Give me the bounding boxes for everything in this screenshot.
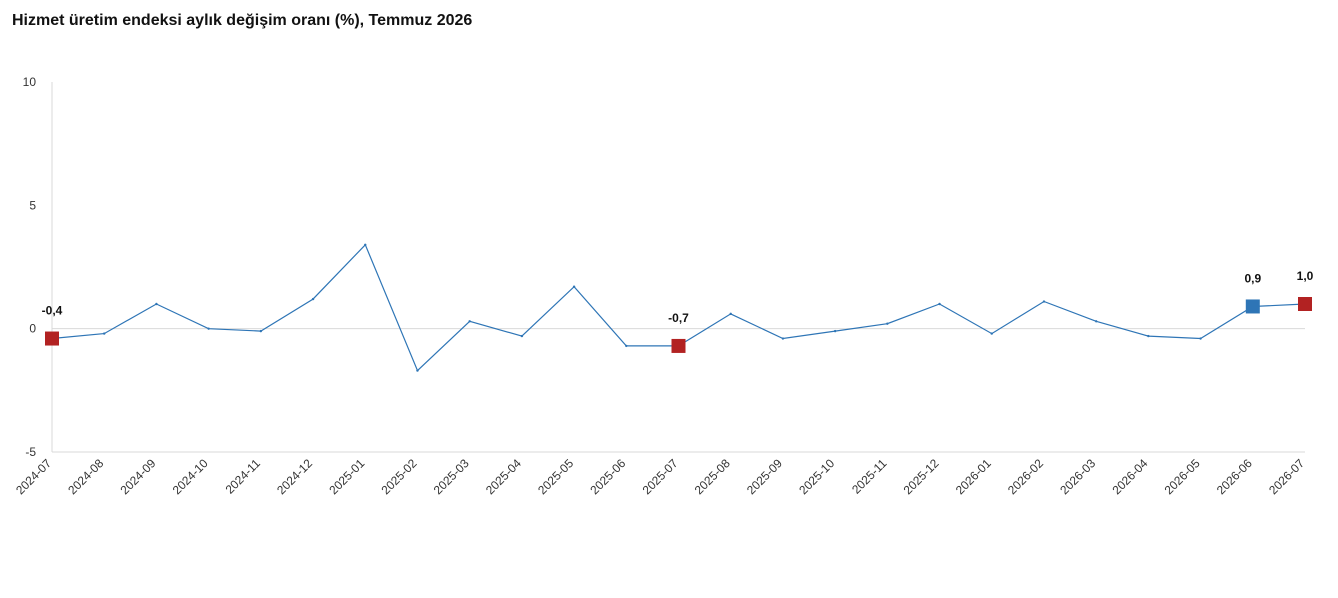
data-point: [364, 243, 367, 246]
x-tick-label: 2025-01: [326, 456, 367, 497]
x-tick-label: 2026-03: [1057, 456, 1098, 497]
data-point: [729, 312, 732, 316]
data-point: [625, 344, 628, 348]
data-point: [155, 302, 158, 306]
x-tick-label: 2025-05: [535, 456, 576, 497]
data-point: [1147, 334, 1150, 338]
axes: [51, 82, 1305, 453]
x-tick-label: 2024-11: [223, 456, 264, 497]
x-tick-label: 2025-09: [744, 456, 785, 497]
x-tick-label: 2025-02: [379, 456, 420, 497]
x-tick-label: 2026-05: [1162, 456, 1203, 497]
x-tick-label: 2025-03: [431, 456, 472, 497]
data-point: [572, 285, 576, 288]
highlight-marker: [1245, 299, 1260, 314]
x-tick-label: 2024-10: [170, 456, 211, 497]
x-tick-label: 2026-06: [1214, 456, 1255, 497]
data-label: 1,0: [1297, 269, 1314, 283]
x-tick-label: 2024-09: [117, 456, 158, 497]
x-tick-label: 2026-07: [1266, 456, 1307, 497]
highlight-marker: [45, 331, 59, 346]
data-point: [781, 337, 785, 340]
data-point: [1042, 300, 1046, 303]
data-point: [311, 297, 315, 301]
data-point: [520, 334, 524, 338]
data-point: [886, 322, 889, 325]
highlight-marker: [1298, 297, 1312, 311]
x-tick-label: 2026-04: [1109, 456, 1150, 497]
x-tick-label: 2025-06: [587, 456, 628, 497]
data-point: [207, 327, 210, 330]
data-point: [1199, 337, 1202, 340]
data-label: -0,4: [42, 304, 63, 318]
data-point: [1094, 320, 1098, 323]
data-label: 0,9: [1244, 271, 1261, 285]
data-point: [468, 320, 471, 323]
chart-title: Hizmet üretim endeksi aylık değişim oran…: [12, 12, 473, 29]
data-point: [103, 332, 106, 335]
data-point: [416, 369, 419, 372]
data-point: [990, 332, 993, 335]
data-point: [938, 302, 941, 306]
x-tick-label: 2025-10: [796, 456, 837, 497]
data-point: [259, 329, 263, 333]
x-tick-label: 2026-01: [953, 456, 994, 497]
x-tick-label: 2024-08: [65, 456, 106, 497]
data-markers: -0,4 -0,7 0,9 1,0: [42, 269, 1314, 353]
x-tick-label: 2026-02: [1005, 456, 1046, 497]
data-label: -0,7: [668, 311, 689, 325]
x-tick-label: 2025-12: [901, 456, 942, 497]
x-tick-label: 2024-12: [274, 456, 315, 497]
x-tick-label: 2025-11: [849, 456, 890, 497]
x-tick-label: 2025-08: [692, 456, 733, 497]
data-point: [833, 329, 837, 333]
x-tick-label: 2025-07: [640, 456, 681, 497]
x-tick-label: 2025-04: [483, 456, 524, 497]
y-tick-label: 5: [29, 198, 36, 212]
y-tick-label: 10: [23, 75, 37, 89]
y-tick-label: -5: [25, 445, 36, 459]
highlight-marker: [671, 338, 686, 353]
x-tick-label: 2024-07: [13, 456, 54, 497]
y-tick-label: 0: [29, 322, 36, 336]
